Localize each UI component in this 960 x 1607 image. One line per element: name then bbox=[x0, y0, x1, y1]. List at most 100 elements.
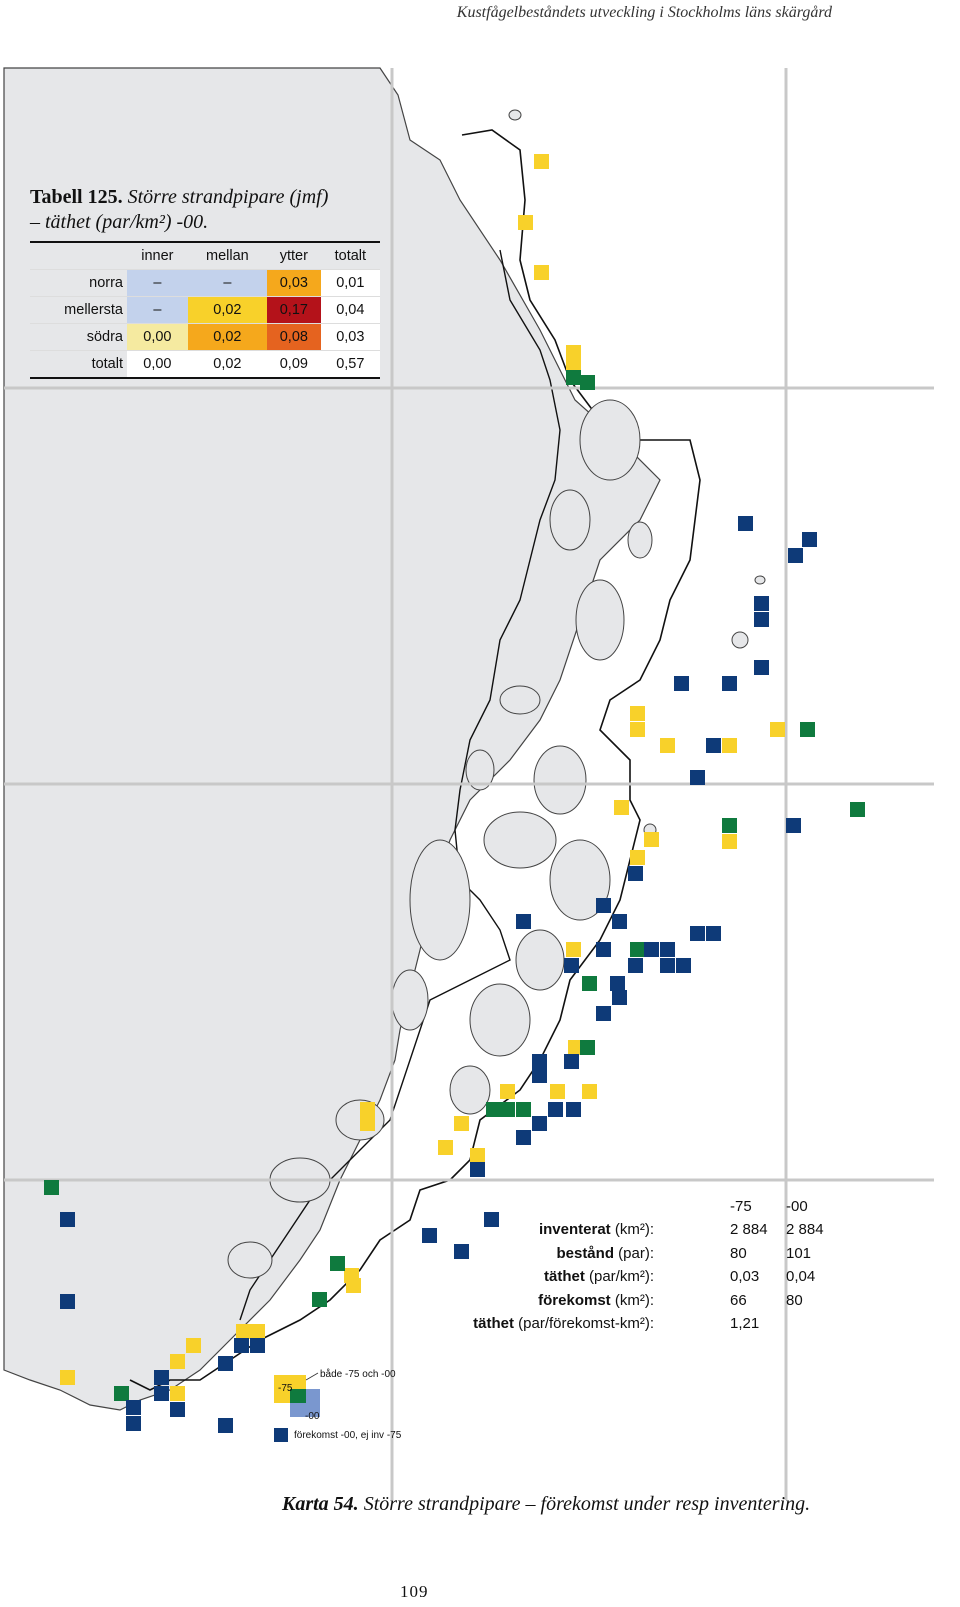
stats-row: förekomst (km²): 66 80 bbox=[510, 1289, 890, 1312]
grid-square bbox=[644, 832, 659, 847]
grid-square bbox=[630, 722, 645, 737]
grid-square bbox=[564, 1054, 579, 1069]
grid-square bbox=[470, 1162, 485, 1177]
grid-square bbox=[596, 898, 611, 913]
grid-square bbox=[250, 1338, 265, 1353]
grid-square bbox=[330, 1256, 345, 1271]
grid-square bbox=[738, 516, 753, 531]
table-row: mellersta – 0,02 0,17 0,04 bbox=[30, 296, 380, 324]
grid-square bbox=[660, 738, 675, 753]
table-cell: 0,03 bbox=[267, 269, 321, 297]
grid-square bbox=[612, 914, 627, 929]
stats-value-00: 0,04 bbox=[786, 1268, 816, 1285]
grid-square bbox=[706, 738, 721, 753]
col-header-blank bbox=[30, 241, 127, 270]
stats-value-00: 80 bbox=[786, 1291, 803, 1309]
occurrence-00-squares bbox=[60, 516, 817, 1433]
grid-square bbox=[754, 612, 769, 627]
table-cell: 0,09 bbox=[267, 350, 321, 379]
grid-square bbox=[312, 1292, 327, 1307]
running-header: Kustfågelbeståndets utveckling i Stockho… bbox=[456, 4, 832, 21]
stats-unit: (km²): bbox=[610, 1221, 654, 1238]
grid-square bbox=[236, 1324, 251, 1339]
grid-square bbox=[674, 676, 689, 691]
grid-square bbox=[532, 1054, 547, 1069]
grid-square bbox=[564, 958, 579, 973]
grid-square bbox=[722, 676, 737, 691]
grid-square bbox=[582, 1084, 597, 1099]
grid-square bbox=[612, 990, 627, 1005]
grid-square bbox=[170, 1386, 185, 1401]
table-cell: 0,17 bbox=[267, 296, 321, 324]
table-cell: 0,02 bbox=[187, 350, 268, 379]
table-cell: 0,02 bbox=[187, 323, 268, 351]
row-label: norra bbox=[30, 269, 127, 297]
grid-square bbox=[566, 358, 581, 373]
grid-square bbox=[644, 942, 659, 957]
grid-square bbox=[516, 914, 531, 929]
grid-square bbox=[360, 1116, 375, 1131]
stats-unit: (par/km²): bbox=[584, 1268, 654, 1285]
grid-square bbox=[154, 1386, 169, 1401]
legend-symbols bbox=[274, 1372, 320, 1442]
grid-square bbox=[722, 834, 737, 849]
stats-header-row: -75 -00 bbox=[510, 1195, 890, 1218]
grid-square bbox=[850, 802, 865, 817]
stats-row: täthet (par/förekomst-km²): 1,21 bbox=[473, 1312, 890, 1335]
table-cell: 0,00 bbox=[127, 350, 188, 379]
grid-square bbox=[422, 1228, 437, 1243]
stats-value-75: 1,21 bbox=[730, 1315, 760, 1332]
grid-square bbox=[722, 818, 737, 833]
stats-unit: (par/förekomst-km²): bbox=[513, 1315, 654, 1332]
grid-square bbox=[690, 926, 705, 941]
grid-square bbox=[60, 1370, 75, 1385]
table-cell: 0,02 bbox=[187, 296, 268, 324]
grid-square bbox=[60, 1294, 75, 1309]
grid-square bbox=[360, 1102, 375, 1117]
page-number: 109 bbox=[400, 1582, 429, 1601]
caption-text: Större strandpipare – förekomst under re… bbox=[358, 1493, 811, 1515]
grid-square bbox=[454, 1244, 469, 1259]
grid-square bbox=[628, 866, 643, 881]
grid-square bbox=[754, 596, 769, 611]
grid-square bbox=[516, 1130, 531, 1145]
grid-square bbox=[660, 958, 675, 973]
col-header-ytter: ytter bbox=[267, 241, 321, 270]
grid-square bbox=[500, 1102, 515, 1117]
grid-square bbox=[610, 976, 625, 991]
table-row: totalt 0,00 0,02 0,09 0,57 bbox=[30, 350, 380, 379]
grid-square bbox=[346, 1278, 361, 1293]
grid-square bbox=[566, 345, 581, 360]
stats-key: täthet bbox=[543, 1268, 585, 1285]
grid-square bbox=[484, 1212, 499, 1227]
table-cell: 0,03 bbox=[320, 323, 380, 351]
grid-square bbox=[518, 215, 533, 230]
grid-square bbox=[706, 926, 721, 941]
grid-square bbox=[218, 1356, 233, 1371]
legend-label-00: -00 bbox=[305, 1411, 320, 1422]
grid-square bbox=[596, 1006, 611, 1021]
table-label: Tabell 125. bbox=[30, 186, 123, 208]
grid-square bbox=[614, 800, 629, 815]
stats-value-75: 80 bbox=[730, 1244, 747, 1262]
col-header-inner: inner bbox=[127, 241, 188, 270]
grid-square bbox=[770, 722, 785, 737]
stats-value-75: 2 884 bbox=[730, 1221, 768, 1238]
stats-key: täthet bbox=[473, 1315, 514, 1332]
stats-key: inventerat bbox=[538, 1221, 611, 1238]
grid-square bbox=[786, 818, 801, 833]
stats-value-75: 0,03 bbox=[730, 1268, 760, 1285]
row-label: södra bbox=[30, 323, 127, 351]
table-row: norra – – 0,03 0,01 bbox=[30, 269, 380, 297]
stats-value-00: 2 884 bbox=[786, 1221, 824, 1238]
grid-lines bbox=[4, 68, 934, 1500]
stats-row: bestånd (par): 80 101 bbox=[510, 1242, 890, 1265]
grid-square bbox=[722, 738, 737, 753]
grid-square bbox=[596, 942, 611, 957]
grid-square bbox=[582, 976, 597, 991]
stats-row: inventerat (km²): 2 884 2 884 bbox=[510, 1218, 890, 1241]
density-table-block: Tabell 125. Större strandpipare (jmf) – … bbox=[30, 185, 380, 379]
table-cell: 0,01 bbox=[320, 269, 380, 297]
grid-square bbox=[802, 532, 817, 547]
occurrence-both-squares bbox=[44, 370, 865, 1401]
